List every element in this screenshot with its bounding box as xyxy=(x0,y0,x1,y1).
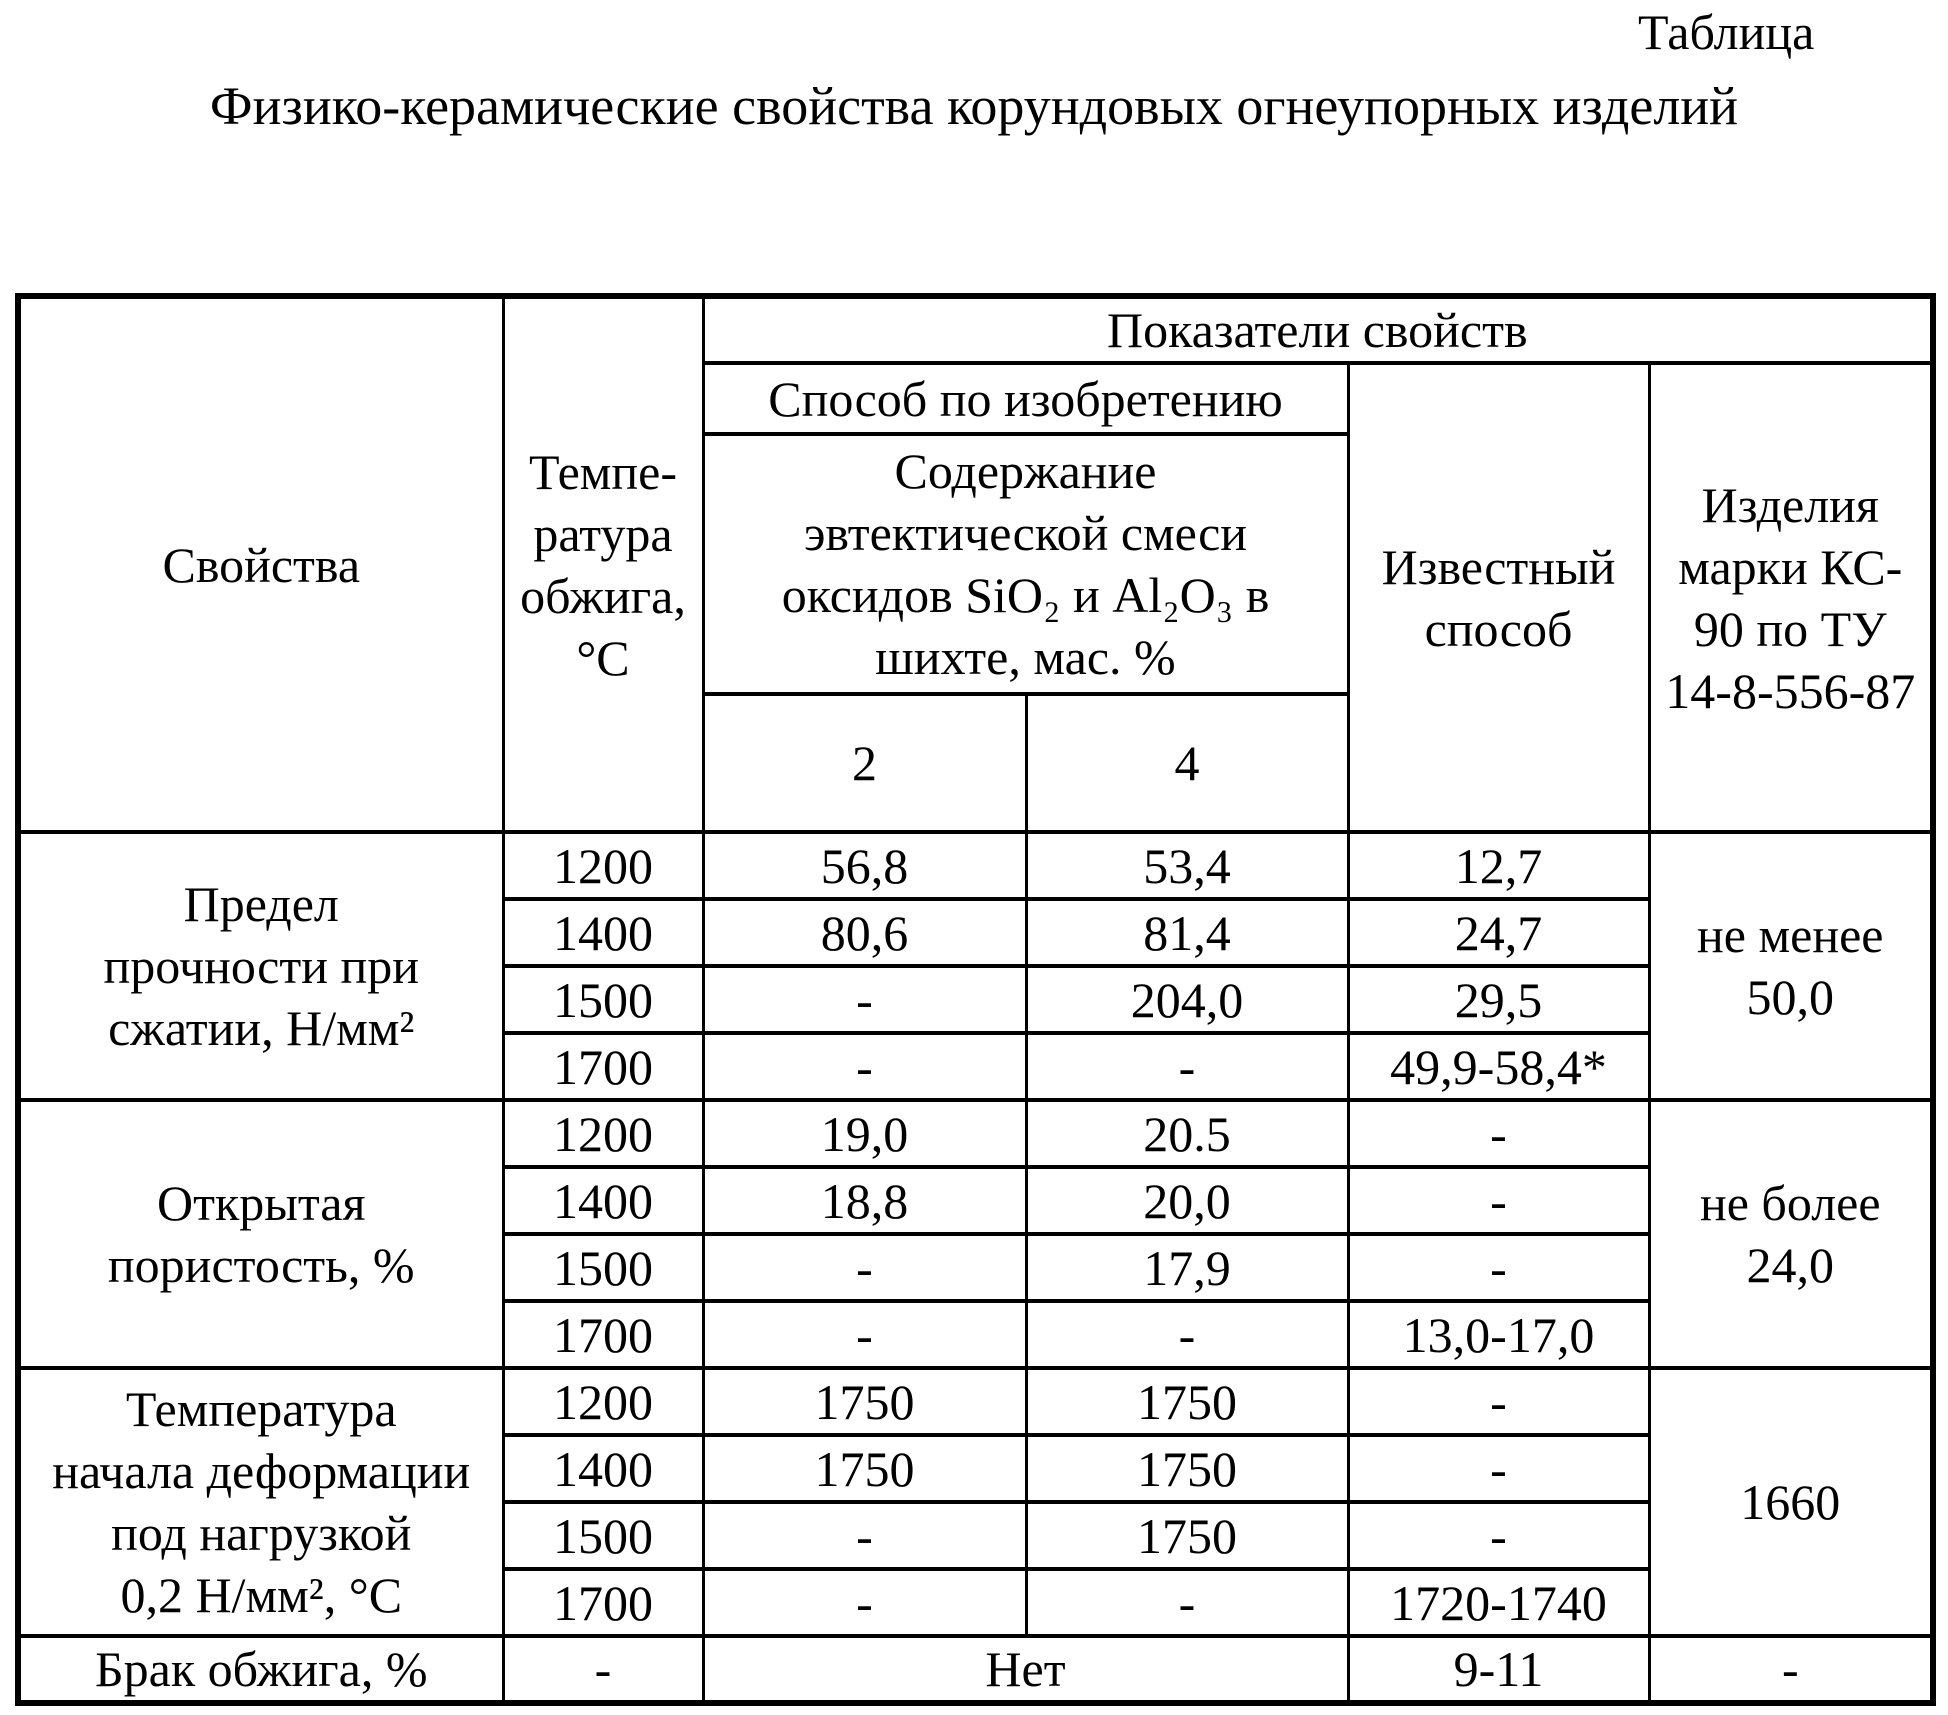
table-row: 1400 1750 1750 - xyxy=(18,1433,1933,1504)
known-method-cell: - xyxy=(1346,1098,1651,1169)
temp-cell: - xyxy=(501,1634,705,1705)
known-method-cell: 1720-1740 xyxy=(1346,1567,1651,1638)
invention-4-cell: 1750 xyxy=(1024,1500,1350,1571)
invention-4-cell: - xyxy=(1024,1299,1350,1370)
temp-cell: 1400 xyxy=(501,1433,705,1504)
ks90-cell: - xyxy=(1647,1634,1935,1705)
property-cell: Температура начала деформации под нагруз… xyxy=(16,1366,505,1638)
table-row: Температура начала деформации под нагруз… xyxy=(16,1366,1935,1638)
table-row: 1500 - 204,0 29,5 xyxy=(18,964,1933,1035)
table-row: 1500 - 17,9 - xyxy=(18,1232,1933,1303)
property-cell: Предел прочности при сжатии, Н/мм² xyxy=(16,830,505,1102)
invention-2-cell: 56,8 xyxy=(701,830,1028,901)
invention-4-cell: 20.5 xyxy=(1024,1098,1350,1169)
invention-2-cell: - xyxy=(701,1232,1028,1303)
temp-cell: 1500 xyxy=(501,1500,705,1571)
invention-2-cell: 1750 xyxy=(701,1433,1028,1504)
property-cell: Брак обжига, % xyxy=(16,1634,505,1705)
known-method-cell: 12,7 xyxy=(1346,830,1651,901)
known-method-cell: - xyxy=(1346,1500,1651,1571)
ks90-cell: не более 24,0 xyxy=(1647,1098,1935,1370)
header-row-eutectic: Содержание эвтектической смеси оксидов S… xyxy=(18,432,1933,696)
ks90-cell: не менее 50,0 xyxy=(1647,830,1935,1102)
table-row: 1400 80,6 81,4 24,7 xyxy=(18,897,1933,968)
table-row: 1700 - - 13,0-17,0 xyxy=(18,1299,1933,1370)
temp-cell: 1700 xyxy=(501,1031,705,1102)
temp-cell: 1200 xyxy=(501,1098,705,1169)
table-row: 1700 - - 1720-1740 xyxy=(18,1567,1933,1638)
invention-4-cell: - xyxy=(1024,1031,1350,1102)
known-method-cell: 49,9-58,4* xyxy=(1346,1031,1651,1102)
invention-2-cell: 19,0 xyxy=(701,1098,1028,1169)
invention-4-cell: 81,4 xyxy=(1024,897,1350,968)
temp-cell: 1500 xyxy=(501,1232,705,1303)
header-known-method: Известный способ xyxy=(1346,361,1651,834)
header-eutectic-content: Содержание эвтектической смеси оксидов S… xyxy=(701,432,1350,696)
invention-2-cell: - xyxy=(701,964,1028,1035)
temp-cell: 1700 xyxy=(501,1299,705,1370)
temp-cell: 1700 xyxy=(501,1567,705,1638)
invention-2-cell: 1750 xyxy=(701,1366,1028,1437)
property-cell: Открытая пористость, % xyxy=(16,1098,505,1370)
known-method-cell: 9-11 xyxy=(1346,1634,1651,1705)
header-properties: Свойства xyxy=(16,294,505,834)
page-title: Физико-керамические свойства корундовых … xyxy=(209,76,1739,136)
header-col-2: 2 xyxy=(701,692,1028,834)
known-method-cell: 13,0-17,0 xyxy=(1346,1299,1651,1370)
table-row: Открытая пористость, % 1200 19,0 20.5 - … xyxy=(16,1098,1935,1370)
header-ks90: Изделия марки КС- 90 по ТУ 14-8-556-87 xyxy=(1647,361,1935,834)
invention-4-cell: 20,0 xyxy=(1024,1165,1350,1236)
invention-2-cell: 80,6 xyxy=(701,897,1028,968)
properties-table: Свойства Темпе- ратура обжига, °С Показа… xyxy=(15,293,1937,1706)
known-method-cell: - xyxy=(1346,1366,1651,1437)
temp-cell: 1200 xyxy=(501,1366,705,1437)
invention-4-cell: 53,4 xyxy=(1024,830,1350,901)
header-indicators: Показатели свойств xyxy=(701,294,1935,365)
table-row: 1400 18,8 20,0 - xyxy=(18,1165,1933,1236)
temp-cell: 1500 xyxy=(501,964,705,1035)
header-row-indicators: Свойства Темпе- ратура обжига, °С Показа… xyxy=(16,294,1935,834)
known-method-cell: 29,5 xyxy=(1346,964,1651,1035)
invention-combined-cell: Нет xyxy=(701,1634,1350,1705)
invention-2-cell: - xyxy=(701,1500,1028,1571)
table-label: Таблица xyxy=(1638,4,1815,60)
header-firing-temperature: Темпе- ратура обжига, °С xyxy=(501,294,705,834)
known-method-cell: - xyxy=(1346,1433,1651,1504)
temp-cell: 1200 xyxy=(501,830,705,901)
header-row-methods: Способ по изобретению Известный способ И… xyxy=(18,361,1935,834)
invention-4-cell: 17,9 xyxy=(1024,1232,1350,1303)
known-method-cell: 24,7 xyxy=(1346,897,1651,968)
ks90-cell: 1660 xyxy=(1647,1366,1935,1638)
invention-2-cell: - xyxy=(701,1299,1028,1370)
known-method-cell: - xyxy=(1346,1232,1651,1303)
invention-4-cell: 1750 xyxy=(1024,1366,1350,1437)
invention-4-cell: 204,0 xyxy=(1024,964,1350,1035)
temp-cell: 1400 xyxy=(501,897,705,968)
invention-2-cell: - xyxy=(701,1031,1028,1102)
invention-2-cell: - xyxy=(701,1567,1028,1638)
temp-cell: 1400 xyxy=(501,1165,705,1236)
header-row-subcolumns: 2 4 xyxy=(18,692,1933,834)
header-invention-method: Способ по изобретению xyxy=(701,361,1350,436)
invention-4-cell: - xyxy=(1024,1567,1350,1638)
table-row: 1500 - 1750 - xyxy=(18,1500,1933,1571)
known-method-cell: - xyxy=(1346,1165,1651,1236)
invention-2-cell: 18,8 xyxy=(701,1165,1028,1236)
invention-4-cell: 1750 xyxy=(1024,1433,1350,1504)
table-row: 1700 - - 49,9-58,4* xyxy=(18,1031,1933,1102)
table-row: Предел прочности при сжатии, Н/мм² 1200 … xyxy=(16,830,1935,1102)
header-col-4: 4 xyxy=(1024,692,1350,834)
table-row-firing-rejects: Брак обжига, % - Нет 9-11 - xyxy=(16,1634,1935,1705)
